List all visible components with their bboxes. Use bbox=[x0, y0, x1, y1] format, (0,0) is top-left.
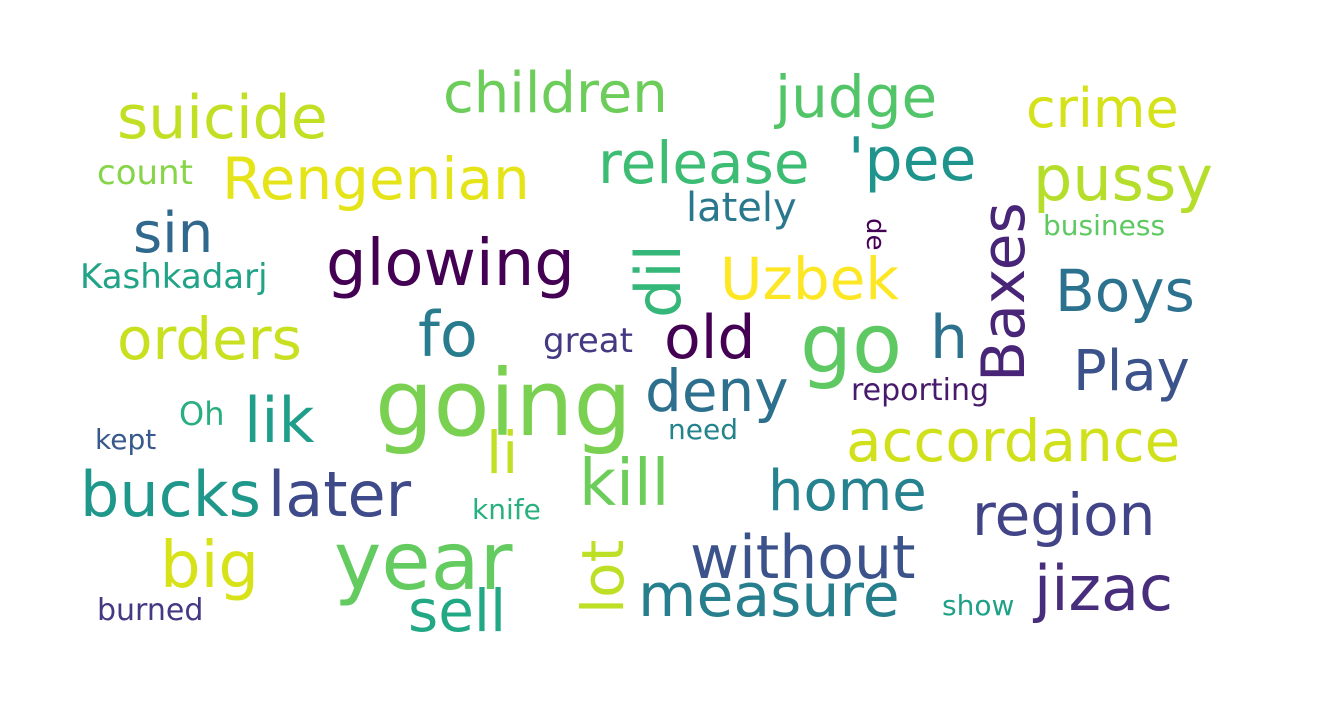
word-show: show bbox=[942, 589, 1015, 622]
word-play: Play bbox=[1073, 339, 1190, 404]
word-year: year bbox=[334, 515, 513, 608]
word-release: release bbox=[598, 129, 810, 197]
word-children: children bbox=[443, 61, 668, 126]
word-kill: kill bbox=[579, 447, 670, 521]
word-deny: deny bbox=[645, 357, 789, 425]
word-measure: measure bbox=[638, 561, 900, 631]
word-bucks: bucks bbox=[80, 458, 261, 531]
word-oh: Oh bbox=[179, 395, 225, 433]
word-suicide: suicide bbox=[117, 83, 328, 153]
word-lot: lot bbox=[569, 539, 637, 614]
word-knife: knife bbox=[472, 493, 541, 526]
word-old: old bbox=[664, 303, 756, 373]
word-pussy: pussy bbox=[1033, 142, 1213, 215]
word-h: h bbox=[930, 303, 969, 373]
word-accordance: accordance bbox=[846, 407, 1181, 475]
word-judge: judge bbox=[775, 63, 938, 131]
word-sell: sell bbox=[408, 577, 507, 645]
word-reporting: reporting bbox=[851, 373, 990, 408]
word-lik: lik bbox=[244, 384, 315, 457]
word-li: li bbox=[486, 419, 519, 487]
word-jizac: jizac bbox=[1034, 552, 1174, 625]
word-business: business bbox=[1043, 209, 1166, 242]
word-great: great bbox=[543, 321, 633, 361]
word-glowing: glowing bbox=[326, 227, 575, 301]
word-home: home bbox=[768, 459, 927, 524]
word-going: going bbox=[375, 350, 632, 457]
word-rengenian: Rengenian bbox=[222, 145, 530, 213]
word-without: without bbox=[690, 523, 916, 593]
word-lately: lately bbox=[686, 185, 797, 231]
word-big: big bbox=[160, 529, 260, 603]
word-burned: burned bbox=[97, 593, 204, 628]
word-baxes: Baxes bbox=[969, 202, 1039, 382]
word-kashkadarj: Kashkadarj bbox=[80, 257, 268, 297]
word-need: need bbox=[668, 413, 738, 446]
word-uzbek: Uzbek bbox=[720, 245, 899, 313]
word-orders: orders bbox=[117, 305, 302, 373]
word-later: later bbox=[268, 458, 412, 531]
word-fo: fo bbox=[418, 298, 478, 371]
word-boys: Boys bbox=[1055, 257, 1195, 325]
word-kept: kept bbox=[95, 423, 157, 456]
word-region: region bbox=[972, 481, 1156, 549]
word-sin: sin bbox=[133, 201, 214, 266]
word-go: go bbox=[800, 297, 903, 392]
word-pee: 'pee bbox=[848, 125, 977, 195]
word-crime: crime bbox=[1026, 77, 1179, 140]
word-count: count bbox=[97, 153, 193, 193]
